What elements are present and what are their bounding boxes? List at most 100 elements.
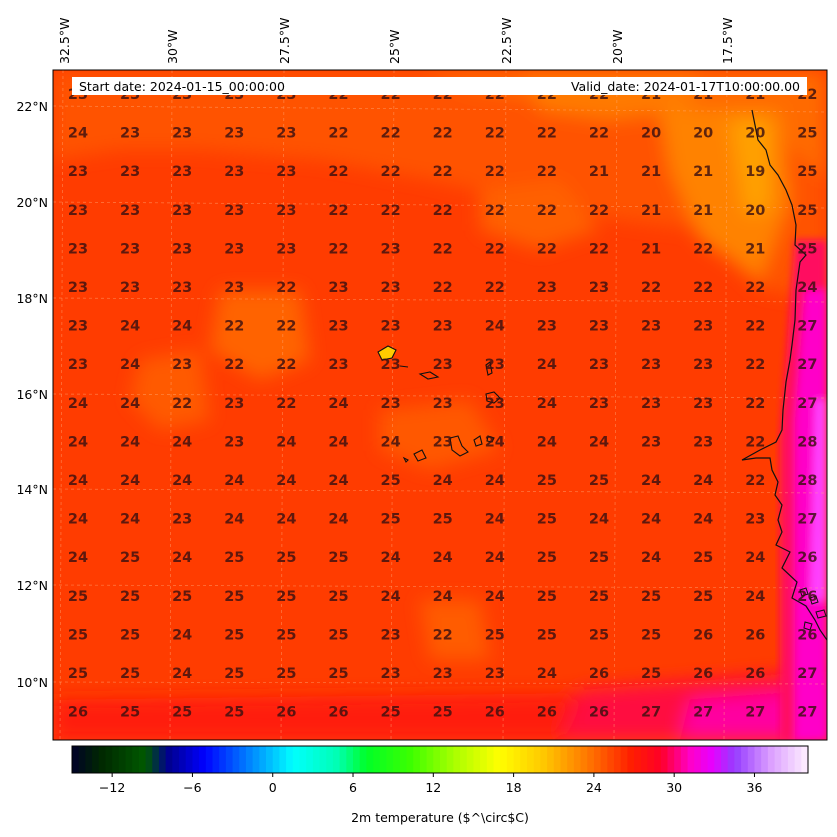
temperature-value: 24 bbox=[120, 396, 140, 412]
temperature-value: 21 bbox=[641, 164, 661, 180]
colorbar-segment bbox=[700, 746, 709, 773]
colorbar-segment bbox=[326, 746, 334, 773]
temperature-value: 25 bbox=[433, 705, 453, 721]
lon-label: 20°W bbox=[610, 29, 625, 64]
colorbar-segment bbox=[667, 746, 675, 773]
temperature-value: 23 bbox=[68, 357, 88, 373]
temperature-value: 22 bbox=[537, 203, 557, 219]
temperature-value: 24 bbox=[433, 589, 453, 605]
colorbar-segment bbox=[787, 746, 796, 773]
colorbar-segment bbox=[533, 746, 541, 773]
temperature-value: 23 bbox=[224, 126, 244, 142]
temperature-value: 25 bbox=[797, 126, 817, 142]
colorbar-segment bbox=[754, 746, 762, 773]
temperature-value: 23 bbox=[328, 357, 348, 373]
temperature-value: 23 bbox=[276, 241, 296, 257]
colorbar-tick-label: 18 bbox=[506, 780, 522, 795]
map-frame bbox=[52, 69, 828, 741]
temperature-value: 22 bbox=[328, 241, 348, 257]
temperature-value: 20 bbox=[693, 126, 713, 142]
bijagos-islands bbox=[799, 587, 827, 631]
temperature-value: 22 bbox=[745, 473, 765, 489]
colorbar-segment bbox=[721, 746, 729, 773]
temperature-value: 24 bbox=[68, 434, 88, 450]
temperature-value: 24 bbox=[589, 434, 609, 450]
colorbar-segment bbox=[353, 746, 361, 773]
temperature-value: 25 bbox=[693, 550, 713, 566]
colorbar-segment bbox=[553, 746, 562, 773]
temperature-value: 22 bbox=[433, 126, 453, 142]
temperature-value: 22 bbox=[485, 126, 505, 142]
temperature-value: 24 bbox=[120, 319, 140, 335]
temperature-value: 25 bbox=[641, 589, 661, 605]
temperature-value: 23 bbox=[68, 280, 88, 296]
temperature-value: 23 bbox=[172, 203, 192, 219]
temperature-value: 20 bbox=[745, 126, 765, 142]
temperature-value: 25 bbox=[172, 705, 192, 721]
colorbar-segment bbox=[654, 746, 662, 773]
colorbar-segment bbox=[319, 746, 327, 773]
temperature-value: 23 bbox=[537, 280, 557, 296]
temperature-value: 24 bbox=[485, 319, 505, 335]
colorbar-segment bbox=[366, 746, 374, 773]
temperature-value: 22 bbox=[224, 357, 244, 373]
colorbar-segment bbox=[373, 746, 381, 773]
temperature-value: 25 bbox=[381, 473, 401, 489]
temperature-value: 25 bbox=[328, 589, 348, 605]
colorbar-segment bbox=[600, 746, 608, 773]
temperature-value: 23 bbox=[641, 434, 661, 450]
temperature-value: 21 bbox=[745, 241, 765, 257]
temperature-value: 22 bbox=[589, 241, 609, 257]
cabo-verde-islands bbox=[377, 345, 501, 463]
temperature-value: 22 bbox=[276, 357, 296, 373]
temperature-value: 24 bbox=[485, 473, 505, 489]
temperature-value: 25 bbox=[589, 473, 609, 489]
colorbar-segment bbox=[339, 746, 347, 773]
colorbar-segment bbox=[393, 746, 401, 773]
colorbar-segment bbox=[493, 746, 501, 773]
lat-label: 14°N bbox=[16, 482, 48, 497]
colorbar-segment bbox=[172, 746, 180, 773]
temperature-value: 23 bbox=[641, 396, 661, 412]
temperature-value: 27 bbox=[641, 705, 661, 721]
temperature-value: 27 bbox=[797, 357, 817, 373]
temperature-value: 27 bbox=[693, 705, 713, 721]
temperature-value: 23 bbox=[589, 319, 609, 335]
colorbar-segment bbox=[426, 746, 434, 773]
colorbar-segment bbox=[359, 746, 367, 773]
colorbar-segment bbox=[118, 746, 127, 773]
colorbar-segment bbox=[506, 746, 515, 773]
colorbar-segment bbox=[774, 746, 782, 773]
colorbar-segment bbox=[132, 746, 140, 773]
temperature-value: 25 bbox=[276, 550, 296, 566]
temperature-value: 23 bbox=[433, 434, 453, 450]
colorbar-tick-label: −6 bbox=[183, 780, 201, 795]
temperature-value: 21 bbox=[641, 241, 661, 257]
temperature-value: 22 bbox=[745, 280, 765, 296]
temperature-value: 24 bbox=[172, 550, 192, 566]
colorbar-segment bbox=[433, 746, 441, 773]
temperature-value: 23 bbox=[433, 357, 453, 373]
colorbar-segment bbox=[707, 746, 715, 773]
colorbar-segment bbox=[761, 746, 769, 773]
colorbar-segment bbox=[747, 746, 756, 773]
colorbar-segment bbox=[306, 746, 314, 773]
temperature-value: 23 bbox=[172, 164, 192, 180]
temperature-value: 23 bbox=[68, 203, 88, 219]
lon-label: 25°W bbox=[387, 29, 402, 64]
temperature-value: 22 bbox=[485, 280, 505, 296]
colorbar-segment bbox=[613, 746, 622, 773]
temperature-value: 24 bbox=[641, 473, 661, 489]
temperature-value: 24 bbox=[68, 473, 88, 489]
colorbar-segment bbox=[741, 746, 749, 773]
temperature-value: 23 bbox=[68, 241, 88, 257]
temperature-value: 23 bbox=[693, 357, 713, 373]
temperature-value: 26 bbox=[745, 627, 765, 643]
colorbar-segment bbox=[266, 746, 274, 773]
colorbar-tick-label: 6 bbox=[349, 780, 357, 795]
temperature-value: 24 bbox=[745, 589, 765, 605]
temperature-value: 23 bbox=[641, 319, 661, 335]
temperature-value: 23 bbox=[276, 126, 296, 142]
temperature-value: 23 bbox=[68, 319, 88, 335]
temperature-value: 25 bbox=[224, 666, 244, 682]
